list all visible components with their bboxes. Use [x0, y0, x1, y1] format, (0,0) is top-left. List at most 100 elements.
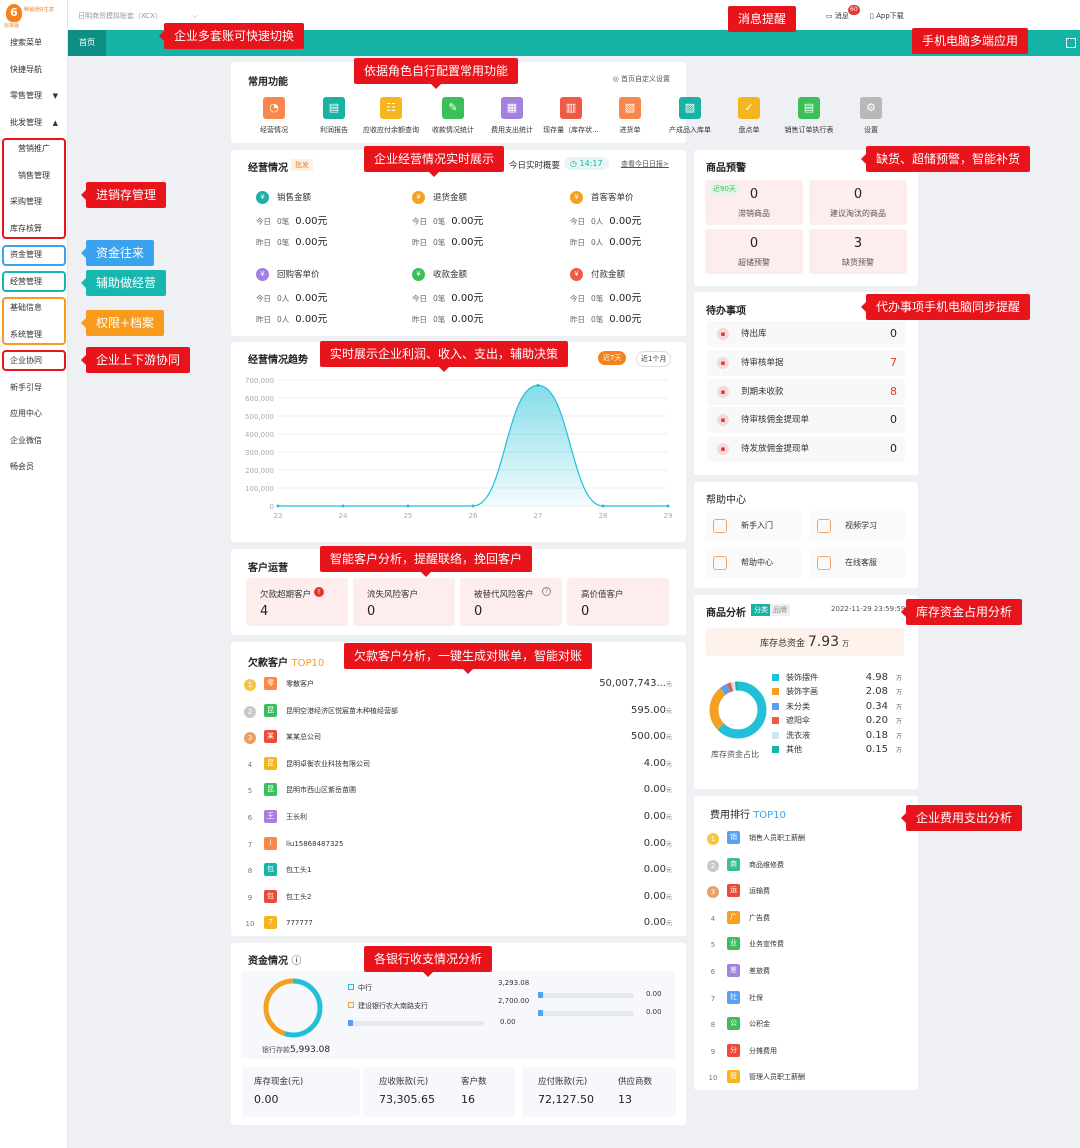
common-function-item[interactable]: ▤ 利润报告 — [304, 97, 364, 135]
warning-item[interactable]: 0 超储预警 — [705, 229, 803, 274]
todo-item[interactable]: ▪ 待发放佣金提现单 0 — [707, 436, 905, 463]
sidebar-item[interactable]: 经营管理 — [0, 271, 68, 293]
fullscreen-icon[interactable] — [1066, 38, 1076, 48]
todo-item[interactable]: ▪ 待审核单据 7 — [707, 349, 905, 376]
daily-report-link[interactable]: 查看今日日报> — [621, 160, 669, 168]
expense-name: 商品维修费 — [749, 860, 784, 869]
sidebar-item[interactable]: 资金管理 — [0, 244, 68, 266]
expense-avatar: 业 — [727, 937, 740, 951]
todo-item[interactable]: ▪ 待审核佣金提现单 0 — [707, 407, 905, 434]
bank-bar-marker — [348, 1020, 353, 1026]
sidebar-item[interactable]: 新手引导 — [0, 377, 68, 399]
sidebar-item[interactable]: 应用中心 — [0, 403, 68, 425]
sidebar-item[interactable]: 基础信息 — [0, 297, 68, 319]
sidebar-item[interactable]: 快捷导航 — [0, 59, 68, 81]
sidebar-item[interactable]: 销售管理 — [0, 165, 68, 187]
sidebar-item[interactable]: 批发管理 ▲ — [0, 112, 68, 134]
product-card: 商品分析 分类 品牌 2022-11-29 23:59:59 库存总资金 7.9… — [694, 595, 918, 789]
todo-item[interactable]: ▪ 到期未收款 8 — [707, 378, 905, 405]
app-download-button[interactable]: ▯ App下载 — [870, 11, 904, 21]
stock-donut-chart — [709, 681, 767, 739]
stat-period: 今日 — [412, 294, 427, 303]
todo-item[interactable]: ▪ 待出库 0 — [707, 321, 905, 347]
stat-value: 0.00元 — [609, 237, 642, 248]
expense-row[interactable]: 10 管管理人员职工薪酬 — [707, 1065, 907, 1091]
common-function-item[interactable]: ▨ 产成品入库单 — [660, 97, 720, 135]
range-7days-button[interactable]: 近7天 — [598, 351, 627, 365]
sidebar-item[interactable]: 采购管理 — [0, 191, 68, 213]
common-function-item[interactable]: ▤ 销售订单执行表 — [779, 97, 839, 135]
expense-row[interactable]: 2 商商品维修费 — [707, 853, 907, 879]
sidebar-item[interactable]: 系统管理 — [0, 324, 68, 346]
expense-row[interactable]: 6 差 差旅费 — [707, 959, 907, 985]
common-function-item[interactable]: ◔ 经营情况 — [244, 97, 304, 135]
todo-value: 0 — [890, 442, 897, 456]
expense-row[interactable]: 4 广广告费 — [707, 906, 907, 932]
tab-category[interactable]: 分类 — [751, 604, 771, 616]
customer-name: 777777 — [286, 919, 313, 928]
warning-item[interactable]: 3 缺货预警 — [809, 229, 907, 274]
common-function-item[interactable]: ✓ 盘点单 — [719, 97, 779, 135]
tab-home[interactable]: 首页 — [68, 30, 106, 56]
common-function-item[interactable]: ⚙ 设置 — [841, 97, 901, 135]
help-item[interactable]: 新手入门 — [705, 511, 801, 541]
common-function-item[interactable]: ☷ 应收应付余额查询 — [361, 97, 421, 135]
warning-value: 3 — [853, 236, 863, 251]
tab-brand[interactable]: 品牌 — [770, 604, 790, 616]
homepage-settings-link[interactable]: ◎ 首页自定义设置 — [613, 74, 670, 84]
customer-metric[interactable]: 高价值客户 0 — [567, 578, 669, 626]
sidebar-item[interactable]: 畅会员 — [0, 456, 68, 478]
debt-title: 欠款客户 TOP10 — [248, 654, 324, 669]
y-tick-label: 200,000 — [245, 467, 274, 475]
sidebar-item[interactable]: 库存核算 — [0, 218, 68, 240]
expense-row[interactable]: 8 公公积金 — [707, 1012, 907, 1038]
customer-metric[interactable]: 欠款超期客户 4! — [246, 578, 348, 626]
debt-row[interactable]: 2 昆昆明空港经济区悦宸苗木种植经营部 595.00元 — [244, 699, 676, 725]
common-function-item[interactable]: ▥ 现存量（库存状... — [541, 97, 601, 135]
common-function-item[interactable]: ✎ 收款情况统计 — [423, 97, 483, 135]
expense-row[interactable]: 7 社社保 — [707, 986, 907, 1012]
debt-row[interactable]: 10 7 777777 0.00元 — [244, 911, 676, 937]
customer-metric[interactable]: 被替代风险客户 0? — [460, 578, 562, 626]
expense-name: 管理人员职工薪酬 — [749, 1073, 805, 1082]
help-item[interactable]: 在线客服 — [809, 548, 905, 578]
common-function-item[interactable]: ▦ 费用支出统计 — [482, 97, 542, 135]
help-circle-icon[interactable]: ⓘ — [291, 956, 302, 967]
expense-row[interactable]: 5 业业务宣传费 — [707, 932, 907, 958]
customer-name: 某某总公司 — [286, 733, 321, 742]
account-switcher[interactable]: 日明商贸模拟账套（XCX） ⌵ — [78, 11, 198, 21]
expense-avatar: 销 — [727, 831, 740, 844]
help-label: 帮助中心 — [741, 558, 773, 567]
help-item[interactable]: 视频学习 — [809, 511, 905, 541]
sidebar-item[interactable]: 零售管理 ▼ — [0, 85, 68, 107]
sidebar-item[interactable]: 搜索菜单 — [0, 32, 68, 54]
customer-metric[interactable]: 流失风险客户 0 — [353, 578, 455, 626]
debt-row[interactable]: 1 零 零散客户 50,007,743...元 — [244, 672, 676, 698]
debt-row[interactable]: 9 包包工头2 0.00元 — [244, 885, 676, 911]
debt-row[interactable]: 8 包包工头1 0.00元 — [244, 858, 676, 884]
stat-row-yest: 昨日 0笔 0.00元 — [570, 310, 720, 325]
sidebar-item[interactable]: 企业协同 — [0, 350, 68, 372]
sidebar-item[interactable]: 企业微信 — [0, 430, 68, 452]
debt-row[interactable]: 4 昆昆明卓衡农业科技有限公司 4.00元 — [244, 752, 676, 778]
sidebar-item[interactable]: 营销推广 — [0, 138, 68, 160]
expense-row[interactable]: 3 运运输费 — [707, 879, 907, 905]
category-legend-item: 装饰摆件 4.98 万 — [772, 671, 904, 685]
stat-label: 收款金额 — [433, 270, 468, 280]
help-item[interactable]: 帮助中心 — [705, 548, 801, 578]
common-function-item[interactable]: ▧ 进货单 — [600, 97, 660, 135]
warning-item[interactable]: 0 建议淘汰的商品 — [809, 180, 907, 225]
debt-row[interactable]: 7 l liu15868487325 0.00元 — [244, 832, 676, 858]
callout-customer: 智能客户分析，提醒联络，挽回客户 — [320, 546, 533, 577]
medal-icon: 1 — [244, 679, 256, 691]
debt-row[interactable]: 6 王 王长利 0.00元 — [244, 805, 676, 831]
total-stock-label: 库存总资金 — [760, 639, 806, 649]
total-stock-unit: 万 — [841, 640, 849, 648]
debt-row[interactable]: 5 昆昆明市西山区紫岳苗圃 0.00元 — [244, 778, 676, 804]
funds-title: 资金情况 ⓘ — [248, 952, 301, 967]
message-button[interactable]: ▭ 消息 — [826, 11, 849, 21]
debt-row[interactable]: 3 某某某总公司 500.00元 — [244, 725, 676, 751]
expense-row[interactable]: 1 销 销售人员职工薪酬 — [707, 826, 907, 852]
expense-row[interactable]: 9 分分摊费用 — [707, 1039, 907, 1065]
range-month-button[interactable]: 近1个月 — [636, 351, 672, 367]
